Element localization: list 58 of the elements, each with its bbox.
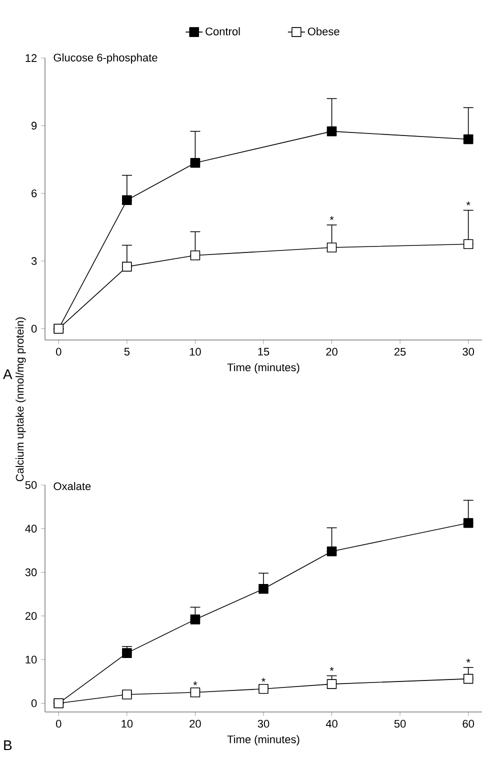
x-tick-label: 20 bbox=[326, 348, 338, 356]
chart-title: Glucose 6-phosphate bbox=[54, 53, 158, 64]
x-tick-label: 20 bbox=[190, 720, 201, 728]
annotation: * bbox=[466, 202, 470, 206]
x-tick-label: 50 bbox=[394, 720, 406, 728]
annotation: * bbox=[262, 678, 266, 682]
point bbox=[190, 250, 200, 260]
x-tick-label: 10 bbox=[190, 348, 201, 356]
x-axis-title: Time (minutes) bbox=[227, 363, 300, 374]
y-tick-label: 10 bbox=[26, 656, 37, 664]
x-tick-label: 10 bbox=[122, 720, 133, 728]
annotation: * bbox=[330, 216, 334, 220]
y-tick-label: 6 bbox=[32, 189, 37, 198]
x-tick-label: 15 bbox=[258, 348, 270, 356]
point bbox=[190, 158, 200, 168]
y-tick-label: 20 bbox=[25, 612, 37, 620]
point bbox=[122, 648, 132, 658]
text: B bbox=[4, 740, 12, 750]
point bbox=[122, 195, 132, 206]
point bbox=[326, 546, 337, 556]
y-tick-label: 40 bbox=[25, 524, 37, 533]
x-axis-title: Time (minutes) bbox=[227, 735, 300, 746]
annotation: * bbox=[193, 681, 198, 686]
x-tick-label: 25 bbox=[394, 348, 406, 356]
point bbox=[122, 262, 132, 272]
y-tick-label: 3 bbox=[31, 257, 37, 265]
chart-title: Oxalate bbox=[54, 482, 91, 490]
point bbox=[258, 584, 268, 594]
point bbox=[326, 126, 337, 136]
x-tick-label: 30 bbox=[258, 720, 270, 728]
legend-label: Control bbox=[206, 27, 240, 36]
y-tick-label: 30 bbox=[25, 568, 37, 576]
point bbox=[190, 614, 200, 624]
point bbox=[326, 679, 337, 689]
point bbox=[463, 239, 474, 250]
point bbox=[122, 690, 132, 700]
point bbox=[190, 687, 200, 698]
x-tick-label: 30 bbox=[462, 348, 474, 356]
point bbox=[463, 674, 474, 684]
y-tick-label: 9 bbox=[32, 122, 37, 130]
point bbox=[326, 242, 337, 252]
y-tick-label: 50 bbox=[25, 481, 37, 489]
y-tick-label: 0 bbox=[31, 324, 37, 333]
text: A bbox=[3, 369, 12, 380]
x-tick-label: 0 bbox=[56, 348, 62, 356]
x-tick-label: 5 bbox=[124, 348, 130, 356]
point bbox=[258, 684, 268, 694]
x-tick-label: 0 bbox=[56, 720, 62, 728]
annotation: * bbox=[466, 658, 470, 663]
y-tick-label: 0 bbox=[31, 699, 37, 708]
x-tick-label: 60 bbox=[462, 720, 474, 728]
x-tick-label: 40 bbox=[326, 720, 338, 728]
annotation: * bbox=[330, 667, 334, 671]
y-tick-label: 12 bbox=[26, 54, 37, 62]
y-axis-title: Calcium uptake (nmol/mg protein) bbox=[16, 317, 26, 482]
legend-label: Obese bbox=[308, 27, 340, 36]
point bbox=[463, 518, 474, 528]
point bbox=[463, 134, 474, 144]
